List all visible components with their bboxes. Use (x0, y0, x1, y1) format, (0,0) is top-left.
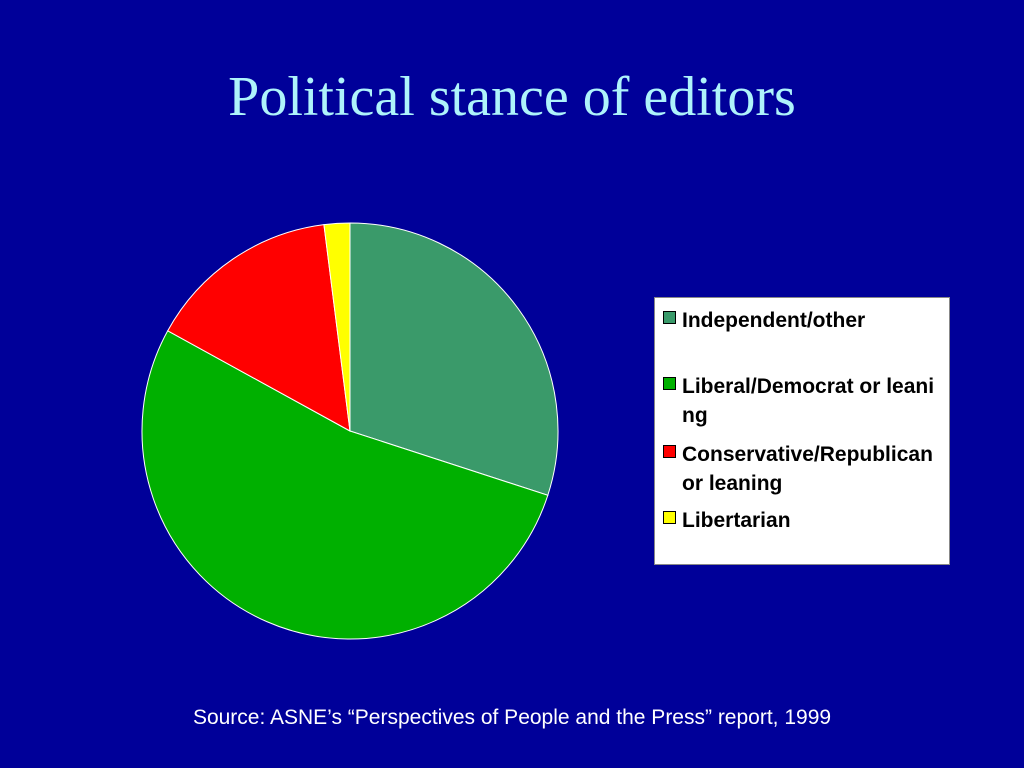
chart-legend: Independent/other Liberal/Democrat or le… (654, 297, 950, 565)
legend-label: Conservative/Republican or leaning (682, 443, 933, 495)
legend-swatch (663, 445, 676, 458)
source-note: Source: ASNE’s “Perspectives of People a… (192, 706, 832, 729)
legend-item-conservative: Conservative/Republican or leaning (663, 440, 944, 498)
legend-item-libertarian: Libertarian (663, 506, 944, 535)
pie-slice-liberal (141, 330, 549, 640)
legend-swatch (663, 377, 676, 390)
legend-swatch (663, 511, 676, 524)
legend-label: Independent/other (682, 309, 866, 332)
legend-label: Libertarian (682, 509, 791, 532)
legend-item-independent: Independent/other (663, 306, 944, 335)
legend-label: Liberal/Democrat or leaning (682, 375, 935, 427)
pie-slice-libertarian (323, 222, 351, 432)
slide-title: Political stance of editors (228, 66, 796, 128)
legend-item-liberal: Liberal/Democrat or leaning (663, 372, 944, 430)
pie-slice-conservative (167, 224, 351, 432)
pie-slice-independent (349, 222, 559, 496)
legend-swatch (663, 311, 676, 324)
